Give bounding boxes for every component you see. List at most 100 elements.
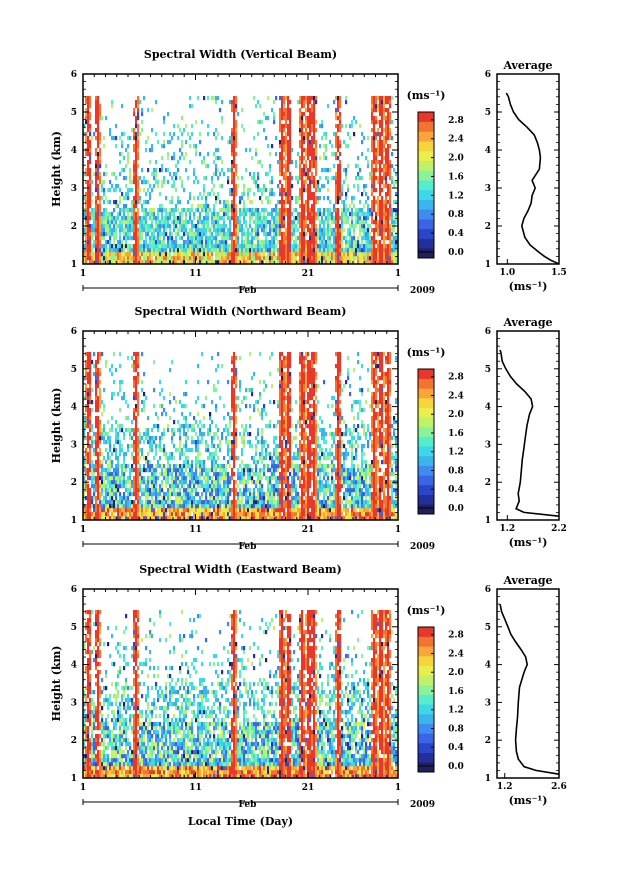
colorbar-step	[418, 762, 434, 773]
colorbar-tick-label: 1.6	[448, 429, 464, 439]
x-tick-label: 1	[395, 783, 401, 793]
y-axis-label: Height (km)	[50, 646, 63, 722]
panel-title: Spectral Width (Vertical Beam)	[144, 48, 337, 61]
x-tick-label: 1	[80, 783, 86, 793]
colorbar-step	[418, 665, 434, 676]
colorbar-tick-label: 2.4	[448, 391, 464, 401]
heatmap-field	[83, 610, 398, 779]
colorbar-step	[418, 112, 434, 123]
y-axis-label: Height (km)	[50, 131, 63, 207]
average-x-tick-label: 1.2	[497, 782, 513, 792]
average-y-tick-label: 4	[485, 661, 491, 671]
x-tick-label: 1	[395, 269, 401, 279]
colorbar-tick-label: 1.2	[448, 706, 464, 716]
colorbar-tick-label: 0.0	[448, 504, 464, 514]
y-tick-label: 1	[71, 260, 77, 270]
colorbar-step	[418, 219, 434, 230]
year-label: 2009	[410, 286, 435, 296]
colorbar-step	[418, 189, 434, 200]
colorbar-tick-label: 1.2	[448, 191, 464, 201]
y-tick-label: 1	[71, 774, 77, 784]
average-y-tick-label: 2	[485, 736, 491, 746]
y-tick-label: 3	[71, 440, 77, 450]
colorbar-step	[418, 446, 434, 457]
panel-title: Spectral Width (Northward Beam)	[135, 305, 347, 318]
x-tick-label: 21	[302, 783, 315, 793]
colorbar-step	[418, 150, 434, 161]
average-y-tick-label: 6	[485, 327, 491, 337]
y-tick-label: 3	[71, 698, 77, 708]
colorbar-tick-label: 2.4	[448, 135, 464, 145]
average-y-tick-label: 5	[485, 365, 491, 375]
colorbar-unit: (ms⁻¹)	[407, 604, 446, 617]
colorbar-step	[418, 733, 434, 744]
colorbar-tick-label: 1.6	[448, 687, 464, 697]
y-tick-label: 3	[71, 184, 77, 194]
colorbar-step	[418, 656, 434, 666]
average-y-tick-label: 1	[485, 516, 491, 526]
colorbar-tick-label: 0.0	[448, 248, 464, 258]
colorbar-step	[418, 199, 434, 210]
colorbar-step	[418, 456, 434, 466]
x-tick-label: 1	[80, 525, 86, 535]
year-label: 2009	[410, 542, 435, 552]
y-tick-label: 4	[71, 403, 77, 413]
average-y-tick-label: 6	[485, 70, 491, 80]
colorbar-step	[418, 141, 434, 152]
average-x-axis-label: (ms⁻¹)	[509, 794, 548, 807]
y-axis-label: Height (km)	[50, 388, 63, 464]
x-tick-label: 11	[189, 525, 202, 535]
average-y-tick-label: 3	[485, 184, 491, 194]
colorbar-tick-label: 2.0	[448, 668, 464, 678]
average-x-tick-label: 1.0	[499, 268, 515, 278]
colorbar-step	[418, 743, 434, 753]
colorbar: (ms⁻¹) 0.0 0.4 0.8 1.2 1.6 2.0 2.4 2.8	[407, 346, 464, 515]
colorbar-step	[418, 388, 434, 399]
colorbar-step	[418, 636, 434, 647]
average-y-tick-label: 2	[485, 478, 491, 488]
average-profile: Average 1 2 3 4 5 6 1.2 2.6(ms⁻¹)	[485, 574, 567, 807]
x-tick-label: 1	[80, 269, 86, 279]
colorbar-step	[418, 714, 434, 724]
colorbar-step	[418, 704, 434, 715]
average-x-axis-label: (ms⁻¹)	[509, 536, 548, 549]
average-profile: Average 1 2 3 4 5 6 1.0 1.5(ms⁻¹)	[485, 59, 567, 293]
colorbar-step	[418, 369, 434, 379]
colorbar-step	[418, 685, 434, 695]
colorbar-tick-label: 2.8	[448, 373, 464, 383]
average-y-tick-label: 5	[485, 623, 491, 633]
month-label: Feb	[239, 800, 257, 810]
colorbar-step	[418, 627, 434, 637]
average-x-axis-label: (ms⁻¹)	[509, 280, 548, 293]
y-tick-label: 5	[71, 623, 77, 633]
average-x-tick-label: 2.6	[551, 782, 567, 792]
average-y-tick-label: 5	[485, 108, 491, 118]
y-tick-label: 2	[71, 736, 77, 746]
colorbar-step	[418, 121, 434, 132]
colorbar-tick-label: 0.4	[448, 485, 464, 495]
colorbar: (ms⁻¹) 0.0 0.4 0.8 1.2 1.6 2.0 2.4 2.8	[407, 604, 464, 773]
average-profile: Average 1 2 3 4 5 6 1.2 2.2(ms⁻¹)	[485, 316, 567, 549]
colorbar: (ms⁻¹) 0.0 0.4 0.8 1.2 1.6 2.0 2.4 2.8	[407, 89, 464, 259]
colorbar-step	[418, 417, 434, 428]
colorbar-frame	[417, 626, 435, 773]
average-profile-line	[499, 603, 560, 775]
average-title: Average	[502, 59, 552, 72]
colorbar-step	[418, 427, 434, 437]
colorbar-tick-label: 0.4	[448, 743, 464, 753]
colorbar-step	[418, 209, 434, 220]
average-y-tick-label: 3	[485, 698, 491, 708]
y-tick-label: 6	[71, 70, 77, 80]
average-y-tick-label: 3	[485, 440, 491, 450]
y-tick-label: 4	[71, 146, 77, 156]
colorbar-step	[418, 378, 434, 389]
colorbar-step	[418, 436, 434, 447]
colorbar-tick-label: 0.8	[448, 724, 464, 734]
x-tick-label: 11	[189, 269, 202, 279]
x-tick-label: 21	[302, 525, 315, 535]
colorbar-step	[418, 694, 434, 705]
colorbar-unit: (ms⁻¹)	[407, 346, 446, 359]
colorbar-step	[418, 504, 434, 515]
